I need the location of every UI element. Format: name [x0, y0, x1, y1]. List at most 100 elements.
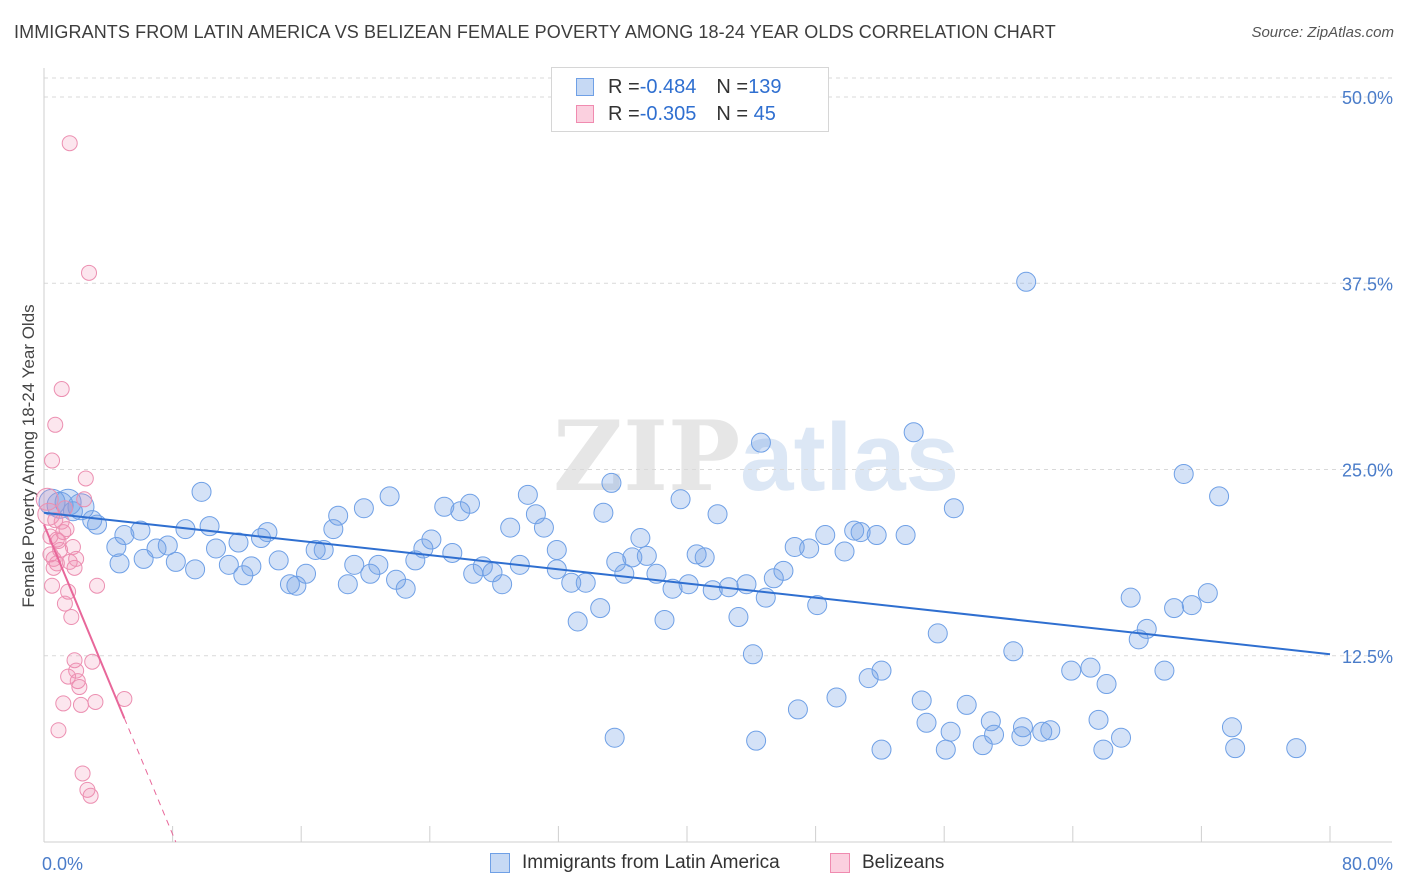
belizean-trendline [43, 524, 126, 719]
latin-america-point [807, 595, 828, 616]
latin-america-point [442, 542, 463, 563]
latin-america-point [305, 539, 326, 560]
legend-swatch-pink [576, 105, 594, 123]
latin-america-point [395, 578, 416, 599]
belizean-point [81, 264, 98, 281]
latin-america-point [517, 484, 538, 505]
belizean-point [58, 521, 75, 538]
legend-n-value: 45 [748, 102, 776, 125]
latin-america-point [1061, 660, 1082, 681]
latin-america-point [728, 607, 749, 628]
latin-america-point [337, 574, 358, 595]
latin-america-point [1111, 727, 1132, 748]
latin-america-point [546, 539, 567, 560]
x-tick-label: 0.0% [42, 854, 83, 874]
latin-america-point [268, 550, 289, 571]
legend-r-value: -0.484 [639, 75, 697, 98]
watermark: ZIPatlas [553, 400, 959, 513]
x-tick-label: 80.0% [1342, 854, 1393, 874]
latin-america-point [567, 611, 588, 632]
latin-america-point [165, 551, 186, 572]
latin-america-point [1173, 463, 1194, 484]
legend-row-latin-america: R = -0.484 N = 139 [576, 74, 781, 100]
latin-america-point [956, 694, 977, 715]
latin-america-point [1088, 709, 1109, 730]
legend-row-belizeans: R = -0.305 N = 45 [576, 101, 776, 127]
latin-america-point [742, 644, 763, 665]
belizean-point [44, 452, 61, 469]
belizean-point [64, 538, 81, 555]
belizean-point [44, 577, 61, 594]
latin-america-point [109, 553, 130, 574]
belizean-point [47, 416, 64, 433]
latin-america-point [1154, 660, 1175, 681]
latin-america-point [815, 525, 836, 546]
latin-america-trendline [43, 511, 1331, 656]
correlation-legend: R = -0.484 N = 139 R = -0.305 N = 45 [551, 67, 829, 132]
y-tick-label: 25.0% [1342, 461, 1393, 481]
latin-america-point [1120, 587, 1141, 608]
latin-america-point [694, 547, 715, 568]
latin-america-point [646, 563, 667, 584]
latin-america-point [575, 572, 596, 593]
belizean-point [89, 577, 106, 594]
latin-america-point [1003, 641, 1024, 662]
legend-n-label: N = [716, 75, 749, 98]
latin-america-point [1181, 595, 1202, 616]
belizean-point [71, 679, 88, 696]
bottom-legend-label: Belizeans [862, 852, 945, 873]
latin-america-point [871, 660, 892, 681]
latin-america-point [185, 559, 206, 580]
latin-america-point [1225, 738, 1246, 759]
latin-america-point [858, 668, 879, 689]
latin-america-point [636, 545, 657, 566]
belizean-point [60, 668, 77, 685]
latin-america-point [614, 563, 635, 584]
belizean-point [55, 695, 72, 712]
belizean-point [74, 765, 91, 782]
belizean-point [63, 609, 80, 626]
legend-n-value: 139 [748, 75, 782, 98]
latin-america-point [866, 525, 887, 546]
latin-america-point [1012, 717, 1033, 738]
belizean-point [47, 512, 64, 529]
latin-america-point [323, 519, 344, 540]
latin-america-point [1093, 739, 1114, 760]
latin-america-point [604, 727, 625, 748]
y-tick-label: 12.5% [1342, 647, 1393, 667]
latin-america-point [368, 554, 389, 575]
latin-america-point [157, 535, 178, 556]
latin-america-point [972, 735, 993, 756]
latin-america-point [980, 711, 1001, 732]
latin-america-point [686, 544, 707, 565]
latin-america-point [850, 522, 871, 543]
latin-america-point [916, 712, 937, 733]
latin-america-point [1096, 674, 1117, 695]
latin-america-point [590, 598, 611, 619]
legend-r-label: R = [608, 102, 640, 125]
belizean-point [50, 722, 67, 739]
y-tick-label: 50.0% [1342, 88, 1393, 108]
latin-america-point [911, 690, 932, 711]
latin-america-point [434, 496, 455, 517]
chart-title: IMMIGRANTS FROM LATIN AMERICA VS BELIZEA… [14, 22, 1056, 42]
latin-america-point [787, 699, 808, 720]
latin-america-point [773, 560, 794, 581]
latin-america-point [500, 517, 521, 538]
latin-america-point [199, 516, 220, 537]
belizean-point [66, 652, 83, 669]
latin-america-point [844, 520, 865, 541]
belizean-point [53, 381, 70, 398]
latin-america-point [940, 721, 961, 742]
belizean-point [69, 673, 86, 690]
belizean-point [61, 135, 78, 152]
latin-america-point [296, 563, 317, 584]
latin-america-point [707, 504, 728, 525]
latin-america-point [146, 538, 167, 559]
source-label: Source: ZipAtlas.com [1251, 24, 1394, 41]
y-axis-label: Female Poverty Among 18-24 Year Olds [19, 304, 38, 607]
latin-america-point [1040, 720, 1061, 741]
latin-america-point [206, 538, 227, 559]
latin-america-point [106, 536, 127, 557]
